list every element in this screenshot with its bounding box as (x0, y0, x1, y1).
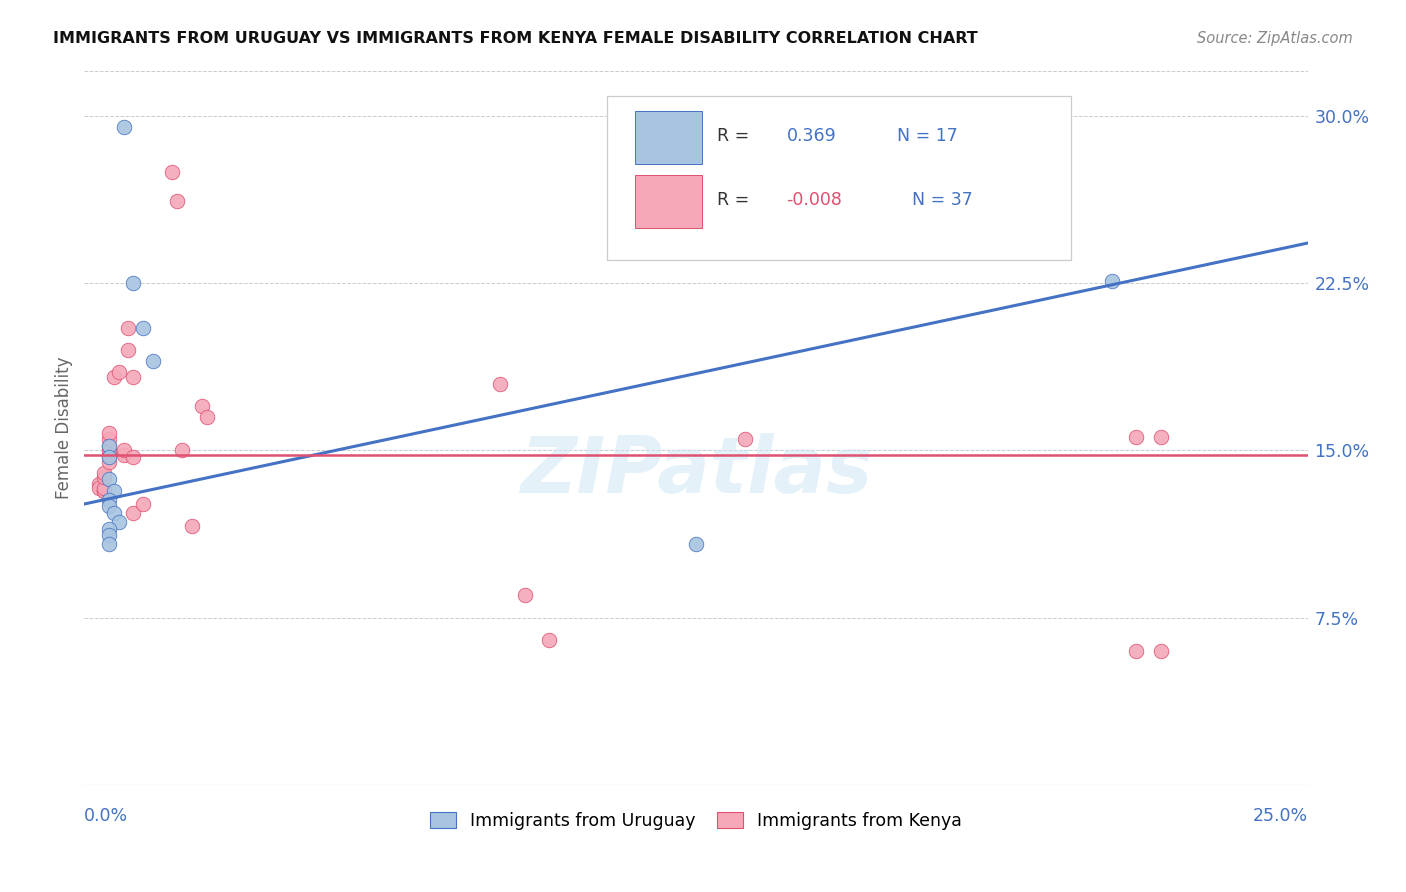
Text: ZIPatlas: ZIPatlas (520, 433, 872, 509)
Point (122, 369, 145, 384)
FancyBboxPatch shape (606, 96, 1071, 260)
Point (132, 321, 155, 335)
Point (538, 633, 561, 648)
Point (97, 439, 120, 453)
Point (97, 492, 120, 507)
Point (162, 164, 184, 178)
Point (93, 470, 115, 484)
Point (103, 369, 125, 384)
Text: R =: R = (717, 127, 749, 145)
FancyBboxPatch shape (636, 175, 702, 228)
Point (513, 589, 536, 603)
Point (97, 443, 120, 458)
Point (103, 506, 125, 520)
Legend: Immigrants from Uruguay, Immigrants from Kenya: Immigrants from Uruguay, Immigrants from… (430, 812, 962, 830)
Point (97, 528, 120, 542)
Point (107, 515, 129, 529)
Point (142, 354, 165, 368)
Point (112, 443, 135, 458)
Point (1125, 430, 1147, 444)
Point (1150, 430, 1173, 444)
Point (97, 433, 120, 447)
Point (97, 472, 120, 486)
Point (122, 506, 145, 520)
Point (87, 476, 110, 491)
Text: 0.0%: 0.0% (84, 806, 128, 824)
Point (172, 443, 194, 458)
Point (93, 483, 115, 498)
Point (191, 399, 214, 413)
Point (1101, 274, 1123, 288)
Y-axis label: Female Disability: Female Disability (55, 357, 73, 500)
Point (97, 455, 120, 469)
Text: 25.0%: 25.0% (1253, 806, 1308, 824)
Text: -0.008: -0.008 (786, 191, 842, 209)
Point (112, 448, 135, 462)
Point (97, 521, 120, 535)
Point (107, 366, 129, 380)
Point (195, 410, 218, 425)
Point (734, 433, 756, 447)
Point (122, 277, 145, 291)
Point (97, 537, 120, 551)
Text: IMMIGRANTS FROM URUGUAY VS IMMIGRANTS FROM KENYA FEMALE DISABILITY CORRELATION C: IMMIGRANTS FROM URUGUAY VS IMMIGRANTS FR… (53, 31, 979, 46)
Point (93, 482, 115, 496)
Point (132, 497, 155, 511)
Point (181, 519, 204, 533)
Point (93, 483, 115, 498)
Text: R =: R = (717, 191, 749, 209)
Point (97, 448, 120, 462)
Point (117, 321, 139, 335)
Point (1150, 644, 1173, 658)
Point (1125, 644, 1147, 658)
Point (93, 466, 115, 480)
Point (97, 425, 120, 440)
Text: N = 37: N = 37 (912, 191, 973, 209)
Point (87, 482, 110, 496)
FancyBboxPatch shape (636, 111, 702, 164)
Point (97, 439, 120, 453)
Text: Source: ZipAtlas.com: Source: ZipAtlas.com (1197, 31, 1353, 46)
Text: 0.369: 0.369 (786, 127, 837, 145)
Point (122, 450, 145, 464)
Point (103, 483, 125, 498)
Point (489, 376, 512, 391)
Point (97, 500, 120, 514)
Point (685, 537, 707, 551)
Point (112, 120, 135, 135)
Point (97, 450, 120, 464)
Point (117, 343, 139, 358)
Point (166, 194, 188, 208)
Text: N = 17: N = 17 (897, 127, 957, 145)
